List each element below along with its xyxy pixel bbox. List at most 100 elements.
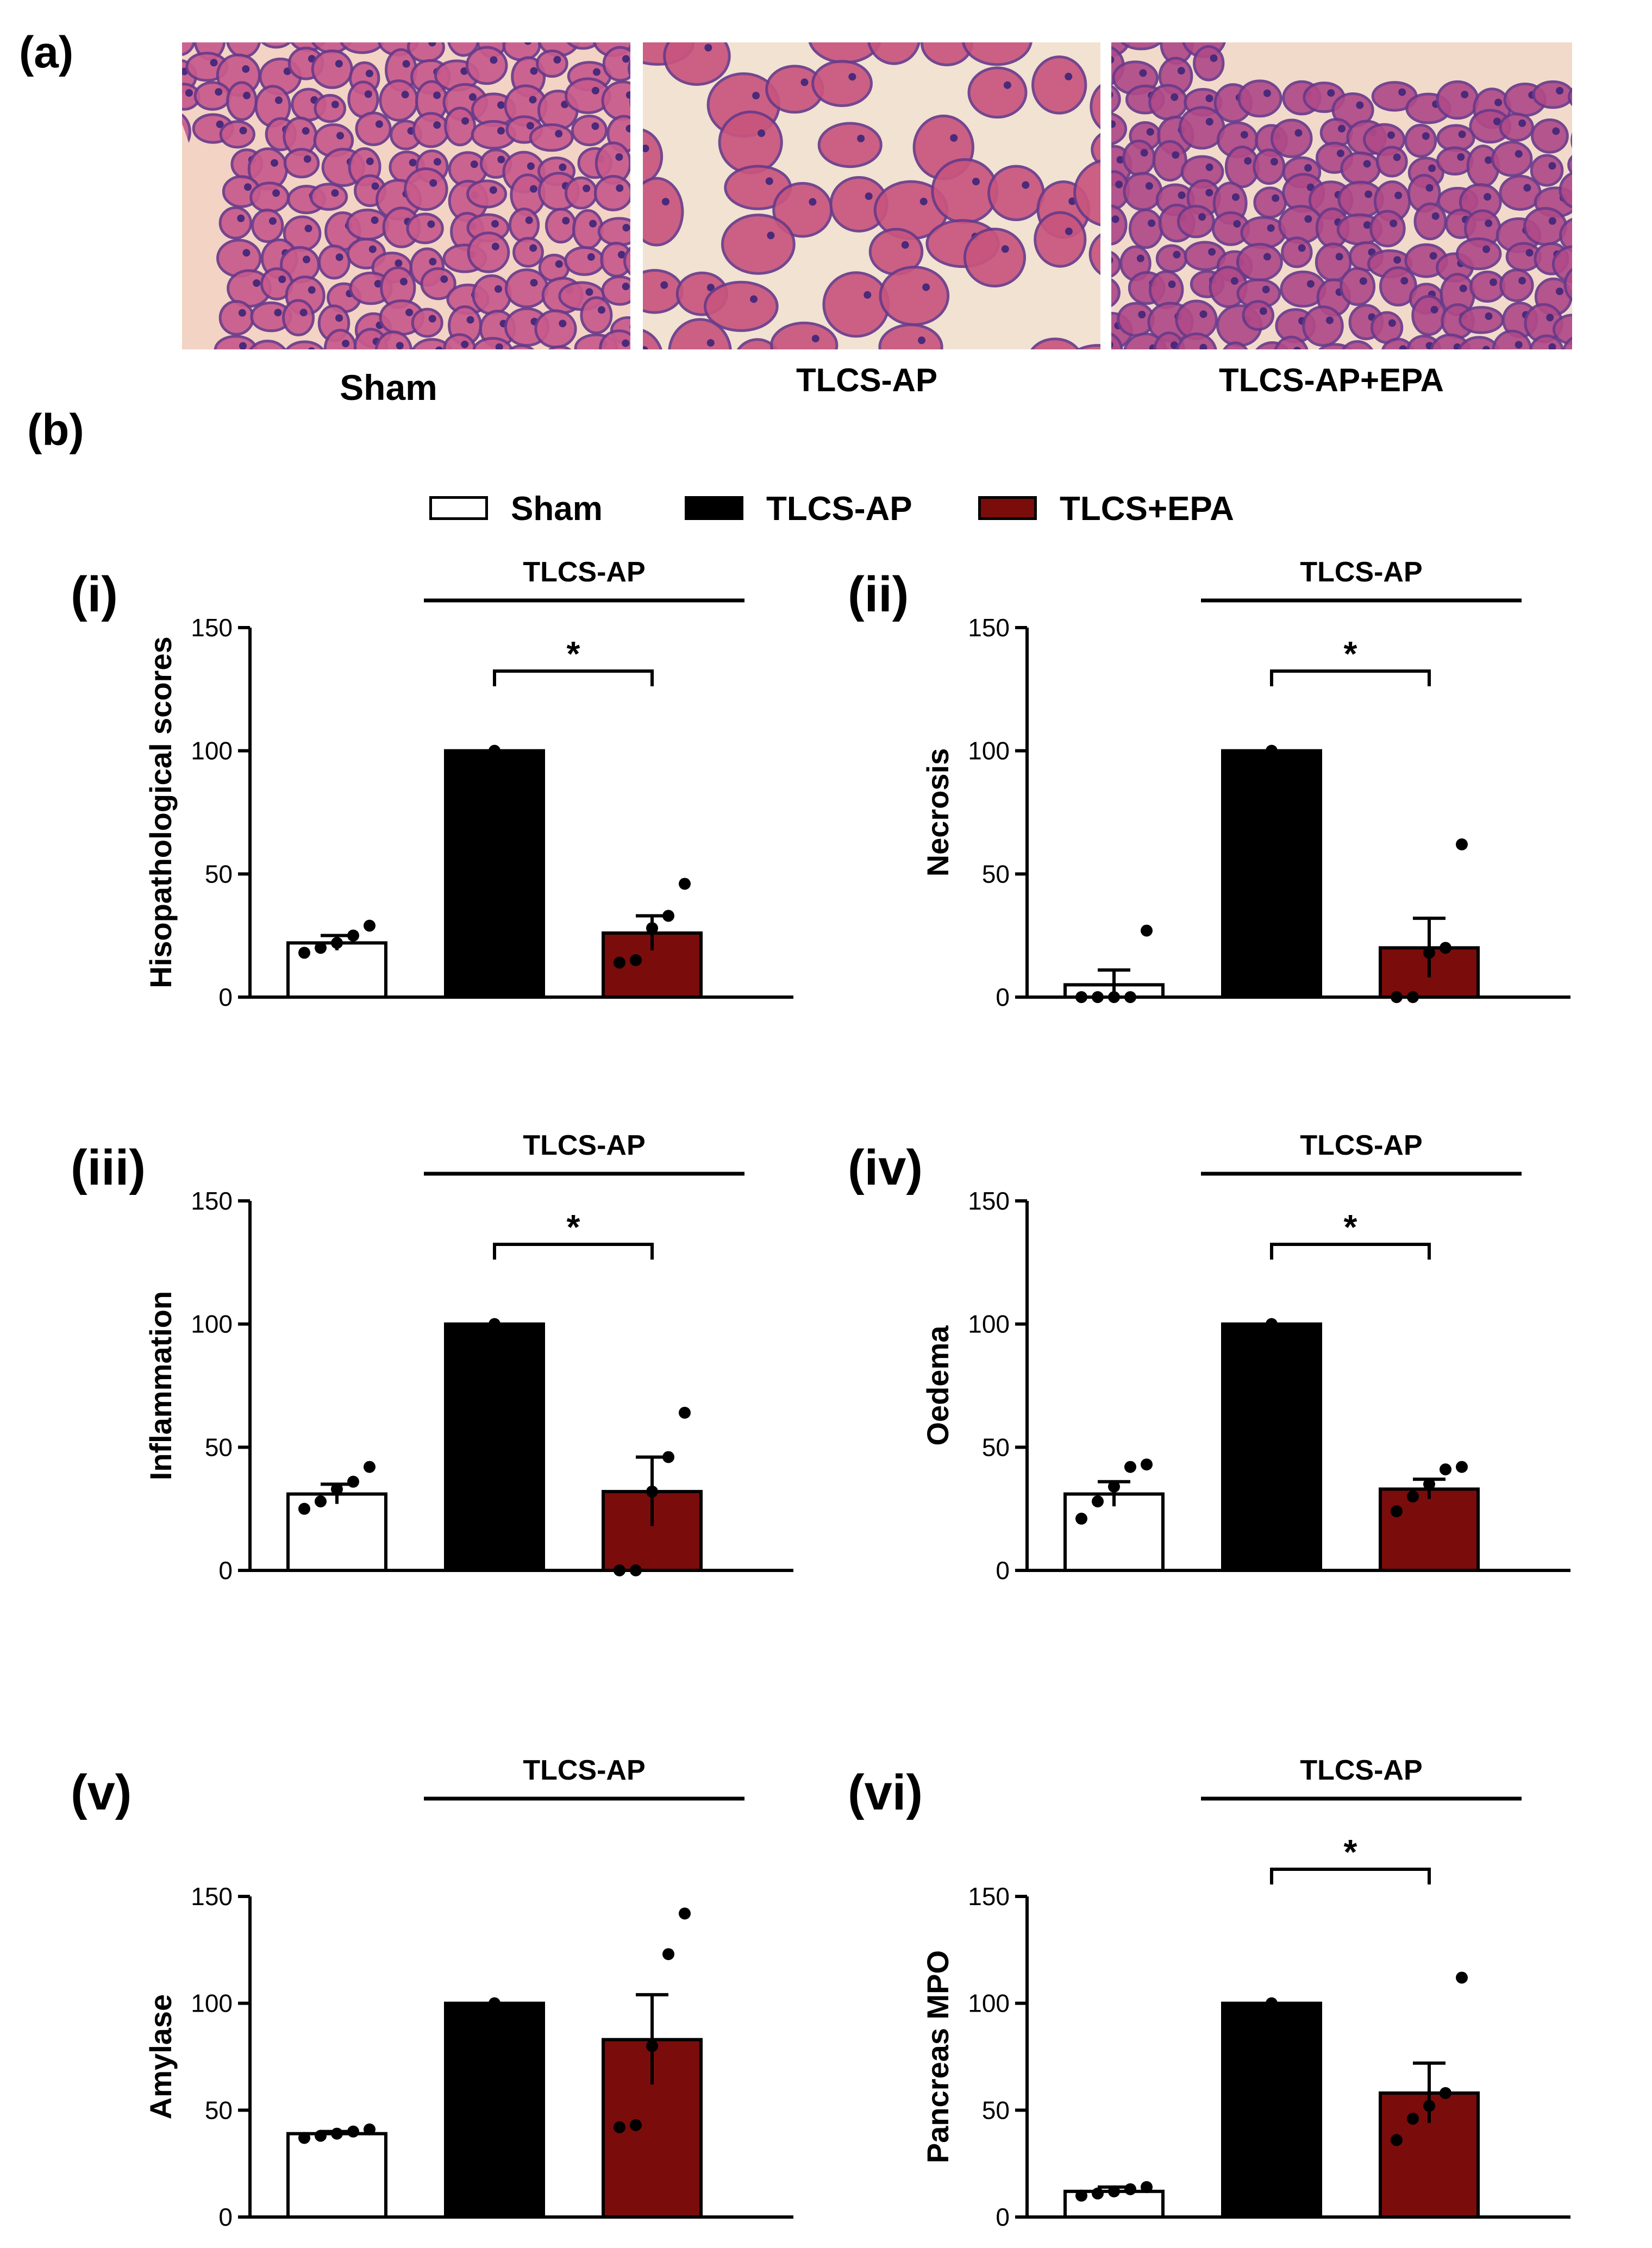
cell-nucleus (375, 120, 383, 128)
acinus-cell (512, 236, 544, 268)
y-tick-label: 100 (968, 1310, 1010, 1338)
panel-label: (iii) (71, 1140, 146, 1195)
y-tick-label: 150 (968, 613, 1010, 642)
data-point (364, 1461, 376, 1473)
cell-nucleus (1272, 194, 1280, 202)
acinus-cell (465, 46, 508, 85)
acinus-cell (545, 208, 577, 244)
acinus-cell (1567, 155, 1572, 175)
acinus-cell (770, 321, 838, 349)
acinus-cell (1459, 306, 1504, 334)
acinus-cell (260, 42, 292, 49)
data-point (1440, 1463, 1451, 1476)
cell-nucleus (1431, 212, 1440, 220)
cell-nucleus (405, 308, 414, 316)
acinus-cell (1413, 202, 1447, 241)
acinus-cell (218, 300, 254, 336)
cell-nucleus (1199, 310, 1207, 318)
cell-nucleus (527, 162, 535, 170)
acinus-cell (566, 42, 600, 50)
acinus-cell (1076, 344, 1100, 349)
acinus-cell (1375, 146, 1408, 178)
cell-nucleus (1485, 219, 1493, 227)
cell-nucleus (302, 255, 310, 264)
cell-nucleus (427, 220, 435, 228)
cell-nucleus (1306, 280, 1315, 288)
cell-nucleus (428, 42, 436, 47)
cell-nucleus (553, 56, 561, 64)
cell-nucleus (274, 96, 283, 104)
cell-nucleus (1428, 164, 1436, 172)
data-point (315, 1495, 327, 1508)
micrograph-tlcs-ap (643, 42, 1100, 349)
cell-nucleus (1022, 181, 1030, 189)
cell-nucleus (1363, 160, 1371, 168)
cell-nucleus (1399, 345, 1407, 349)
acinus-cell (987, 165, 1045, 221)
acinus-cell (867, 42, 921, 65)
acinus-cell (822, 271, 890, 338)
group-label: TLCS-AP (1300, 1130, 1422, 1161)
data-point (1108, 2185, 1120, 2197)
acinus-cell (571, 115, 608, 147)
cell-nucleus (1240, 130, 1248, 139)
y-axis-label: Pancreas MPO (921, 1950, 955, 2163)
micrograph-tlcs-ap-epa-image (1111, 42, 1572, 349)
significance-label: * (567, 634, 580, 673)
cell-nucleus (1231, 193, 1240, 201)
cell-nucleus (1390, 220, 1398, 228)
cell-nucleus (1304, 215, 1312, 223)
cell-nucleus (1172, 151, 1180, 159)
cell-nucleus (1205, 189, 1213, 197)
panel-label: (vi) (848, 1765, 923, 1820)
cell-nucleus (402, 60, 410, 68)
cell-nucleus (335, 253, 343, 261)
significance-label: * (1344, 1832, 1357, 1871)
bar-tlcs-ap (444, 1322, 545, 1572)
acinus-cell (420, 267, 456, 300)
y-tick-label: 100 (968, 737, 1010, 765)
cell-nucleus (490, 56, 498, 64)
cell-nucleus (1393, 153, 1401, 161)
cell-nucleus (244, 183, 252, 191)
y-tick-label: 50 (205, 2096, 233, 2124)
bar-tlcs-ap (1221, 1322, 1322, 1572)
significance-bracket (1270, 1868, 1431, 1884)
cell-nucleus (242, 249, 251, 257)
acinus-cell (508, 344, 535, 349)
acinus-cell (251, 208, 284, 243)
cell-nucleus (1398, 88, 1406, 96)
acinus-cell (1499, 112, 1534, 142)
data-point (1108, 1480, 1120, 1493)
cell-nucleus (308, 347, 315, 349)
data-point (662, 1451, 674, 1463)
cell-nucleus (857, 134, 865, 142)
acinus-cell (565, 176, 598, 210)
acinus-cell (1532, 80, 1572, 109)
acinus-cell (1111, 204, 1128, 246)
data-point (489, 1997, 500, 2009)
cell-nucleus (1548, 343, 1556, 349)
cell-nucleus (625, 91, 630, 99)
data-point (630, 1564, 642, 1576)
cell-nucleus (591, 86, 599, 95)
cell-nucleus (555, 260, 563, 268)
cell-nucleus (559, 163, 567, 171)
acinus-cell (1031, 55, 1087, 115)
data-point (1141, 924, 1153, 937)
data-point (614, 1564, 625, 1576)
cell-nucleus (643, 145, 649, 153)
acinus-cell (346, 208, 390, 241)
cell-nucleus (374, 280, 382, 288)
data-point (1456, 1461, 1468, 1473)
micrograph-tlcs-ap-epa (1111, 42, 1572, 349)
acinus-cell (282, 299, 315, 336)
data-point (298, 2132, 310, 2144)
y-tick-label: 50 (205, 1433, 233, 1461)
panel-label: (i) (71, 567, 118, 622)
cell-nucleus (1515, 341, 1523, 349)
acinus-cell (1404, 123, 1437, 158)
data-point (1423, 1478, 1435, 1491)
acinus-cell (1091, 133, 1100, 166)
y-tick-label: 0 (218, 2203, 233, 2231)
